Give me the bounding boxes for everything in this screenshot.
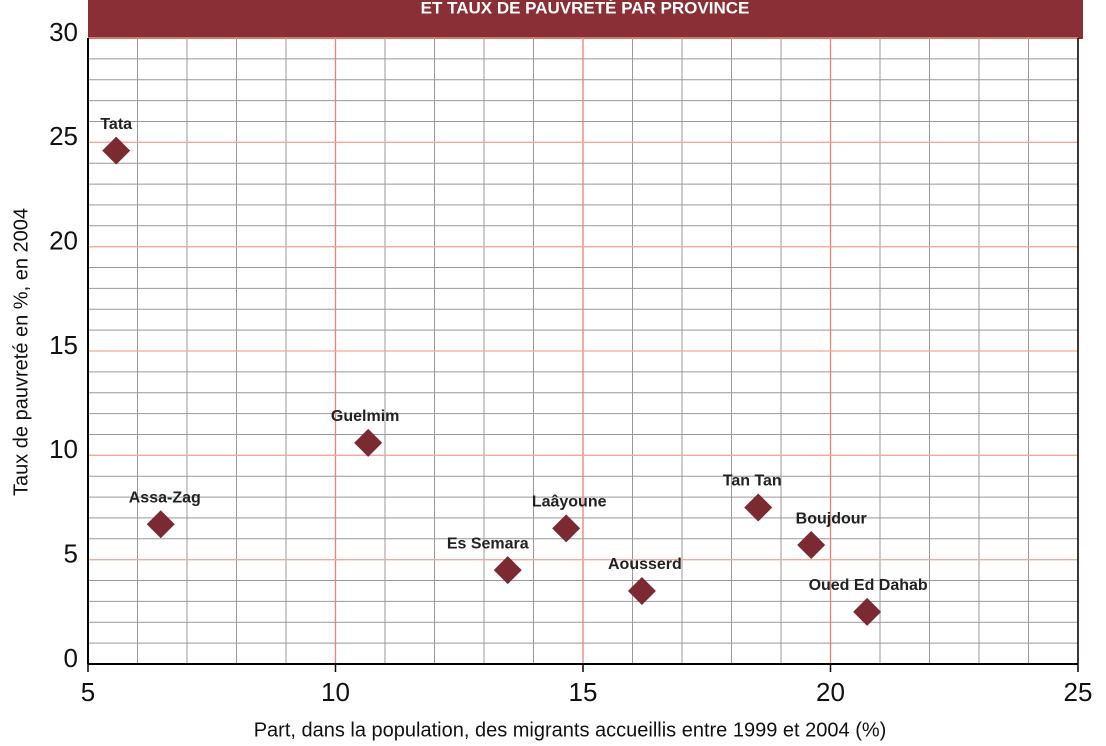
- point-label: Tata: [100, 116, 132, 133]
- y-tick-label: 10: [49, 434, 78, 464]
- y-tick-label: 15: [49, 330, 78, 360]
- point: [797, 531, 826, 560]
- x-tick-label: 10: [321, 677, 350, 707]
- marks: Tata Assa-Zag Guelmim Es Semara Laâyoune Aous…: [100, 116, 928, 626]
- y-tick-label: 0: [64, 643, 78, 673]
- chart-title: ET TAUX DE PAUVRETÉ PAR PROVINCE: [421, 0, 750, 17]
- point-label: Aousserd: [608, 556, 682, 573]
- x-tick-label: 5: [81, 677, 95, 707]
- point: [146, 510, 175, 539]
- point-label: Guelmim: [331, 408, 399, 425]
- y-axis-title: Taux de pauvreté en %, en 2004: [10, 208, 32, 496]
- point: [552, 514, 581, 543]
- point: [493, 556, 522, 585]
- y-tick-label: 20: [49, 226, 78, 256]
- point: [744, 493, 773, 522]
- point: [354, 428, 383, 457]
- point-label: Laâyoune: [532, 494, 607, 511]
- x-tick-label: 25: [1064, 677, 1093, 707]
- point: [853, 597, 882, 626]
- point-label: Assa-Zag: [129, 489, 201, 506]
- x-tick-label: 15: [569, 677, 598, 707]
- y-tick-label: 5: [64, 539, 78, 569]
- point-label: Boujdour: [796, 510, 867, 527]
- y-tick-label: 30: [49, 17, 78, 47]
- point: [102, 136, 131, 165]
- x-tick-label: 20: [816, 677, 845, 707]
- point-label: Tan Tan: [723, 473, 782, 490]
- point: [627, 576, 656, 605]
- x-axis-title: Part, dans la population, des migrants a…: [254, 719, 887, 741]
- y-tick-label: 25: [49, 121, 78, 151]
- title-banner: [88, 0, 1083, 39]
- point-label: Oued Ed Dahab: [809, 577, 928, 594]
- point-label: Es Semara: [447, 535, 529, 552]
